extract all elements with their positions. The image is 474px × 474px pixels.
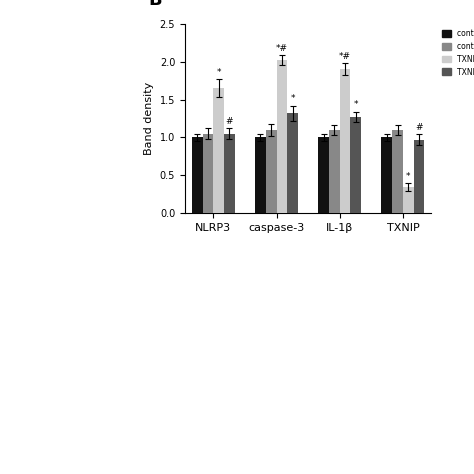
Bar bbox=[255, 137, 266, 213]
Bar bbox=[340, 69, 350, 213]
Text: #: # bbox=[415, 123, 423, 132]
Bar bbox=[403, 187, 414, 213]
Bar bbox=[329, 130, 340, 213]
Bar bbox=[202, 134, 213, 213]
Bar bbox=[192, 137, 202, 213]
Text: B: B bbox=[148, 0, 162, 9]
Bar bbox=[213, 88, 224, 213]
Bar bbox=[224, 134, 235, 213]
Legend: control siRNA, control siRNA+galectin-3, TXNIP siRNA+galectin-3, TXNIP siRNA: control siRNA, control siRNA+galectin-3,… bbox=[440, 27, 474, 78]
Bar bbox=[392, 130, 403, 213]
Y-axis label: Band density: Band density bbox=[144, 82, 154, 155]
Bar bbox=[414, 140, 424, 213]
Bar bbox=[318, 137, 329, 213]
Text: #: # bbox=[226, 117, 233, 126]
Text: *#: *# bbox=[276, 44, 288, 53]
Bar bbox=[287, 113, 298, 213]
Text: *: * bbox=[354, 100, 358, 109]
Text: *: * bbox=[217, 68, 221, 77]
Bar bbox=[382, 137, 392, 213]
Bar bbox=[350, 117, 361, 213]
Bar bbox=[266, 130, 276, 213]
Bar bbox=[276, 60, 287, 213]
Text: *: * bbox=[406, 172, 410, 181]
Text: *: * bbox=[291, 94, 295, 103]
Text: *#: *# bbox=[339, 52, 351, 61]
